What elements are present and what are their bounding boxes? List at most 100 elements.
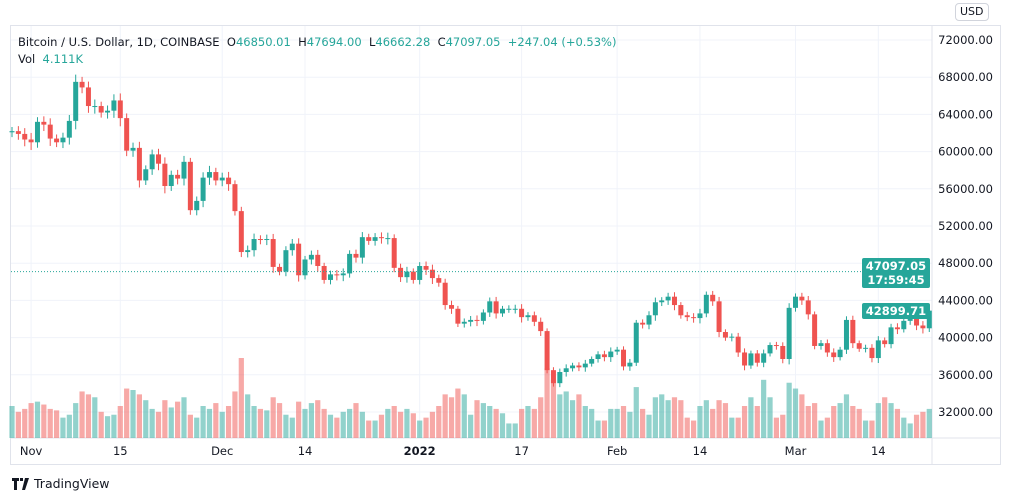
- volume-bar: [882, 397, 888, 438]
- volume-bar: [448, 397, 455, 438]
- candle-body: [130, 147, 136, 151]
- volume-bar: [913, 414, 920, 438]
- volume-bar: [786, 382, 792, 438]
- candle-body: [646, 315, 652, 325]
- price-tick-label: 36000.00: [938, 368, 993, 382]
- candle-body: [716, 301, 722, 333]
- volume-bar: [124, 388, 130, 438]
- chart-frame[interactable]: [10, 25, 1001, 465]
- volume-bar: [754, 406, 760, 438]
- volume-bar: [283, 414, 289, 438]
- time-tick-label: Feb: [607, 444, 627, 458]
- currency-button[interactable]: USD: [955, 3, 989, 21]
- volume-bar: [792, 388, 799, 438]
- symbol-title[interactable]: Bitcoin / U.S. Dollar, 1D, COINBASE: [18, 35, 220, 49]
- candle-body: [213, 172, 219, 181]
- candle-body: [729, 336, 735, 338]
- candle-body: [238, 211, 244, 253]
- candle-body: [582, 363, 588, 368]
- volume-bar: [327, 414, 334, 438]
- volume-bar: [397, 411, 404, 438]
- low-value: 46662.28: [375, 35, 431, 49]
- candle-body: [34, 121, 40, 143]
- last-price: 47097.05: [865, 259, 927, 273]
- volume-bar: [245, 394, 251, 438]
- candle-body: [340, 273, 346, 276]
- volume-bar: [818, 420, 824, 438]
- price-tick-label: 64000.00: [938, 107, 993, 121]
- candle-body: [678, 305, 684, 316]
- candle-body: [633, 322, 639, 363]
- candle-body: [875, 340, 881, 359]
- volume-bar: [232, 391, 238, 438]
- candle-body: [812, 314, 818, 346]
- candle-body: [563, 368, 569, 373]
- volume-bar: [175, 401, 181, 438]
- high-label: H: [298, 35, 307, 49]
- candle-body: [436, 278, 442, 283]
- candle-body: [843, 319, 849, 350]
- candle-body: [793, 296, 799, 308]
- candle-body: [149, 154, 155, 170]
- candle-body: [799, 296, 805, 301]
- candle-body: [47, 124, 53, 139]
- volume-bar: [385, 408, 391, 438]
- candle-body: [308, 254, 314, 260]
- time-tick-label: Mar: [785, 444, 807, 458]
- candle-body: [856, 343, 862, 349]
- volume-bar: [270, 397, 276, 438]
- volume-bar: [404, 408, 410, 438]
- candle-body: [124, 118, 130, 151]
- volume-bar: [308, 403, 314, 438]
- volume-bar: [589, 408, 595, 438]
- volume-bar: [678, 400, 684, 438]
- volume-bar: [155, 411, 162, 438]
- candle-body: [525, 315, 531, 318]
- candle-body: [710, 294, 716, 302]
- volume-bar: [289, 417, 295, 438]
- candle-body: [914, 317, 920, 326]
- volume-bar: [162, 400, 168, 438]
- volume-bar: [646, 414, 652, 438]
- candle-body: [531, 315, 537, 322]
- volume-bar: [315, 400, 321, 438]
- candle-body: [920, 325, 926, 329]
- volume-label: Vol: [18, 52, 36, 66]
- candle-body: [621, 349, 627, 367]
- candle-body: [60, 137, 66, 143]
- volume-bar: [652, 397, 658, 438]
- candle-body: [627, 362, 633, 367]
- volume-bar: [690, 420, 697, 438]
- open-label: O: [226, 35, 236, 49]
- volume-bar: [15, 411, 21, 438]
- volume-bar: [321, 408, 327, 438]
- volume-bar: [143, 400, 149, 438]
- candle-body: [289, 243, 295, 251]
- candle-body: [404, 271, 410, 278]
- candle-body: [117, 100, 123, 119]
- price-tick-label: 44000.00: [938, 293, 993, 307]
- candle-body: [480, 312, 486, 321]
- change-value: +247.04 (+0.53%): [507, 35, 617, 49]
- volume-bar: [442, 394, 448, 438]
- candle-body: [499, 308, 505, 314]
- volume-bar: [296, 401, 302, 438]
- volume-bar: [576, 394, 582, 438]
- candle-body: [410, 271, 416, 280]
- volume-bar: [627, 411, 633, 438]
- volume-bar: [506, 423, 512, 438]
- candle-body: [449, 305, 455, 309]
- volume-bar: [601, 420, 608, 438]
- volume-bar: [429, 411, 436, 438]
- volume-bar: [799, 394, 805, 438]
- volume-bar: [130, 390, 136, 438]
- candle-body: [251, 239, 257, 251]
- volume-bar: [353, 403, 359, 438]
- volume-bar: [671, 397, 678, 438]
- volume-bar: [493, 408, 499, 438]
- brand-name[interactable]: TradingView: [34, 476, 110, 491]
- candle-body: [15, 131, 21, 134]
- candle-body: [9, 131, 15, 133]
- candle-body: [691, 317, 697, 319]
